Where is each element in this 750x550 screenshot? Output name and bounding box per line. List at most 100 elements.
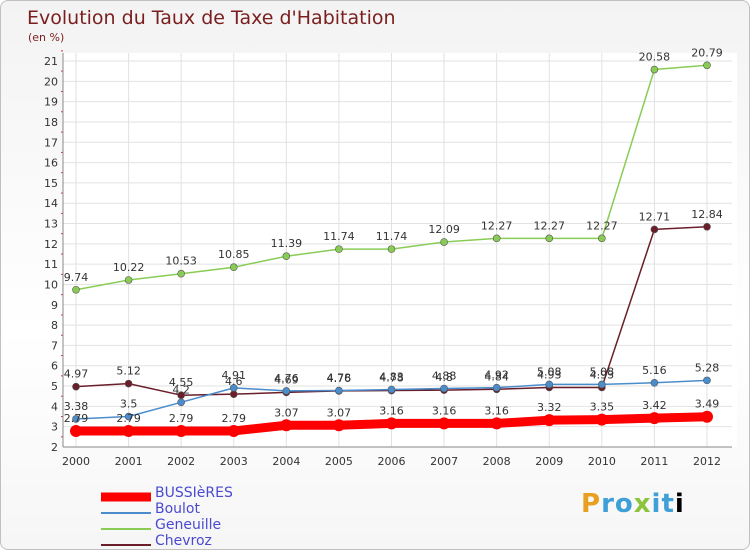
data-point (543, 414, 556, 427)
data-point (282, 252, 291, 261)
data-point (650, 379, 659, 387)
data-label: 4.8 (435, 371, 453, 384)
data-label: 12.27 (481, 219, 513, 232)
data-label: 12.09 (428, 223, 460, 236)
data-point (72, 285, 80, 294)
y-tick-label: 8 (51, 319, 58, 332)
data-label: 4.2 (172, 383, 190, 396)
legend-swatch-boulot (101, 512, 151, 514)
data-label: 20.79 (691, 46, 723, 59)
data-label: 3.16 (484, 404, 509, 417)
legend-swatch-chevroz (101, 544, 151, 546)
legend-label-chevroz: Chevroz (155, 533, 212, 549)
data-label: 4.83 (379, 371, 404, 384)
legend-label-geneuille: Geneuille (155, 517, 222, 533)
data-point (387, 245, 396, 253)
data-point (335, 386, 343, 395)
legend-swatch-geneuille (101, 528, 151, 530)
data-label: 3.5 (120, 398, 138, 411)
data-point (545, 234, 554, 243)
y-tick-label: 14 (44, 197, 58, 210)
data-point (72, 382, 80, 391)
data-label: 12.27 (534, 219, 566, 232)
data-point (229, 263, 238, 272)
data-label: 4.76 (327, 372, 352, 385)
y-tick-label: 16 (44, 157, 58, 170)
y-tick-label: 6 (51, 360, 58, 373)
x-tick-label: 2008 (483, 455, 511, 468)
data-point (335, 245, 343, 253)
data-label: 12.84 (691, 208, 723, 221)
data-point (440, 384, 448, 393)
data-point (122, 424, 135, 437)
data-point (227, 424, 240, 437)
x-tick-label: 2000 (62, 455, 90, 468)
y-tick-label: 11 (44, 258, 58, 271)
data-label: 5.12 (116, 365, 141, 378)
data-point (598, 380, 606, 389)
data-label: 4.6 (225, 375, 243, 388)
y-tick-label: 13 (44, 218, 58, 231)
x-tick-label: 2007 (430, 455, 458, 468)
data-label: 4.69 (274, 373, 299, 386)
data-point (280, 419, 293, 432)
data-label: 3.35 (590, 401, 615, 414)
data-point (490, 417, 503, 430)
x-tick-label: 2001 (115, 455, 143, 468)
data-point (650, 65, 659, 74)
data-label: 11.39 (271, 237, 303, 250)
data-point (598, 234, 606, 243)
chart-title: Evolution du Taux de Taxe d'Habitation (27, 7, 396, 29)
y-tick-label: 19 (44, 96, 58, 109)
x-tick-label: 2005 (325, 455, 353, 468)
legend-item: Boulot (101, 501, 301, 518)
data-label: 20.58 (639, 51, 671, 64)
data-point (385, 417, 398, 430)
y-tick-label: 12 (44, 238, 58, 251)
data-label: 4.93 (590, 368, 615, 381)
data-label: 2.79 (222, 412, 247, 425)
data-label: 5.08 (537, 365, 562, 378)
data-label: 2.79 (169, 412, 194, 425)
data-label: 11.74 (323, 230, 355, 243)
y-tick-label: 18 (44, 116, 58, 129)
y-tick-label: 17 (44, 136, 58, 149)
data-point (332, 419, 345, 432)
data-point (703, 222, 711, 231)
data-label: 4.91 (222, 369, 247, 382)
data-point (387, 385, 396, 394)
x-tick-label: 2003 (220, 455, 248, 468)
legend-item: Geneuille (101, 517, 301, 534)
y-tick-label: 3 (51, 421, 58, 434)
x-tick-label: 2012 (693, 455, 721, 468)
data-point (175, 424, 188, 437)
data-label: 4.84 (484, 370, 509, 383)
y-tick-label: 10 (44, 278, 58, 291)
legend-swatch-bussieres (101, 492, 151, 502)
data-point (70, 424, 82, 437)
data-point (701, 410, 713, 423)
data-point (545, 380, 554, 389)
data-label: 5.08 (590, 365, 615, 378)
data-point (440, 238, 448, 246)
data-point (177, 269, 185, 278)
plot-area (63, 53, 737, 447)
proxiti-logo: Proxiti (581, 489, 685, 519)
data-label: 10.53 (165, 255, 197, 268)
data-label: 10.22 (113, 261, 145, 274)
data-label: 4.92 (484, 369, 509, 382)
data-label: 10.85 (218, 248, 250, 261)
data-label: 11.74 (376, 230, 408, 243)
data-label: 2.79 (116, 412, 141, 425)
data-label: 3.42 (642, 399, 667, 412)
data-label: 3.38 (64, 400, 89, 413)
data-label: 12.71 (639, 210, 671, 223)
y-tick-label: 7 (51, 339, 58, 352)
data-label: 9.74 (64, 271, 89, 284)
data-point (703, 61, 711, 70)
data-point (492, 383, 501, 392)
x-tick-label: 2004 (272, 455, 300, 468)
data-point (438, 417, 451, 430)
y-tick-label: 15 (44, 177, 58, 190)
data-label: 4.97 (64, 368, 89, 381)
